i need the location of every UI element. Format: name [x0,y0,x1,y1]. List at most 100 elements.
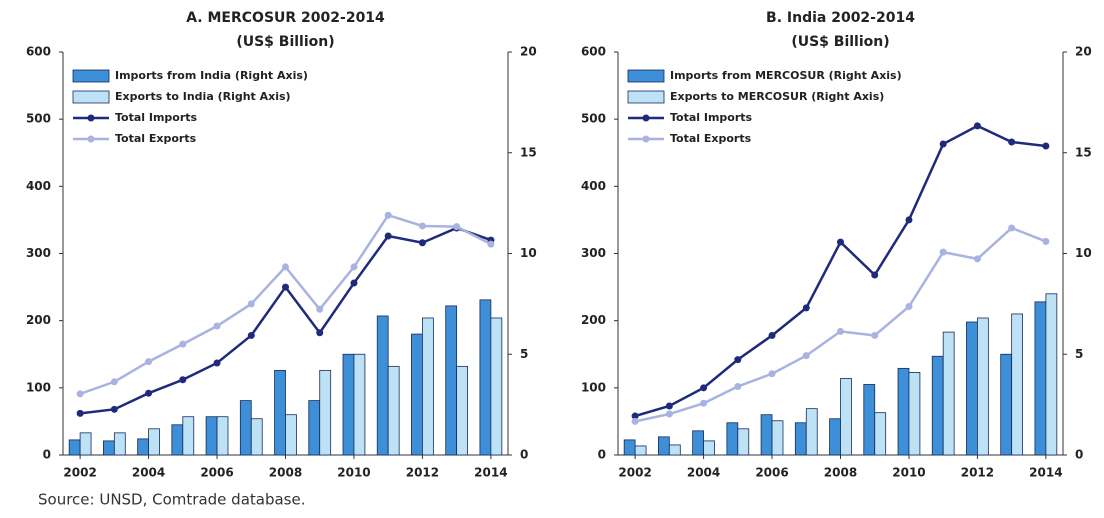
bar [68,439,81,456]
y-tick-label: 600 [26,45,51,59]
line-marker [939,140,947,148]
line-marker [734,356,742,364]
legend-label: Total Exports [115,132,197,145]
bar [182,416,195,456]
bar [239,400,252,456]
bar [897,367,910,456]
line-marker [1042,237,1050,245]
legend-swatch [72,90,110,104]
x-tick-label: 2002 [63,466,96,480]
line-marker [384,232,392,240]
line-marker [631,412,639,420]
line-marker [905,216,913,224]
line-marker [973,122,981,130]
line-marker [282,283,289,291]
bar [668,444,681,456]
bar [942,331,955,456]
line-marker [802,352,810,360]
x-tick-label: 2008 [269,466,302,480]
line-marker [247,300,255,308]
bar [171,424,184,456]
y-tick-label: 100 [581,380,606,394]
line-marker [768,370,776,378]
bar [771,420,784,456]
line-marker [145,358,153,366]
bar [319,369,332,456]
x-tick-label: 2014 [1029,466,1062,480]
legend-marker [87,114,95,122]
bar [216,416,229,456]
bar [490,317,503,456]
y-tick-label: 300 [581,246,606,260]
bar [79,432,92,456]
line-marker [700,384,708,392]
line-marker [350,263,358,271]
line-marker [700,399,708,407]
bar [623,439,636,456]
line-marker [1008,224,1016,232]
line-marker [418,222,426,230]
bar [805,408,818,456]
x-tick-label: 2004 [687,466,720,480]
bar [863,384,876,456]
y2-tick-label: 15 [520,145,537,159]
bar [205,416,218,456]
line-marker [665,410,673,418]
bar [411,333,423,456]
y-tick-label: 0 [598,448,606,462]
y-tick-label: 400 [581,179,606,193]
chart-subtitle: (US$ Billion) [791,34,889,50]
y-tick-label: 100 [26,380,51,394]
line-marker [837,238,844,246]
bar [422,317,434,456]
y2-tick-label: 20 [520,45,537,59]
line-marker [179,340,187,348]
bar [479,299,492,456]
line-marker [76,409,84,417]
y-tick-label: 300 [26,246,51,260]
line-marker [768,331,776,339]
y2-tick-label: 5 [520,347,528,361]
line-marker [837,327,844,335]
bar [726,422,739,456]
line-marker [110,405,118,413]
legend-label: Exports to India (Right Axis) [115,90,291,103]
y-tick-label: 200 [581,313,606,327]
line-marker [384,211,392,219]
bar [634,445,647,456]
legend-swatch [72,69,110,83]
bar [966,321,978,456]
bar [692,430,704,456]
y-tick-label: 500 [26,112,51,126]
bar [285,414,297,456]
bar [760,414,773,456]
x-tick-label: 2006 [200,466,233,480]
chart-title: B. India 2002-2014 [766,10,915,26]
line-marker [213,322,221,330]
line-marker [487,240,495,248]
line-marker [316,305,324,313]
legend-label: Imports from MERCOSUR (Right Axis) [670,69,902,82]
line-marker [350,279,358,287]
bar [908,371,921,456]
y-tick-label: 200 [26,313,51,327]
bar [456,365,469,456]
x-tick-label: 2008 [824,466,857,480]
legend-label: Exports to MERCOSUR (Right Axis) [670,90,884,103]
source: Source: UNSD, Comtrade database. [38,491,305,509]
line-marker [282,263,289,271]
bar [931,355,944,456]
y2-tick-label: 15 [1075,145,1092,159]
bar [703,440,715,456]
bar [250,418,263,456]
x-tick-label: 2012 [406,466,439,480]
line-marker [871,271,879,279]
y2-tick-label: 20 [1075,45,1092,59]
line-marker [247,331,255,339]
bar [148,428,160,456]
line-marker [1008,138,1016,146]
legend-marker [87,135,95,143]
bar [102,440,115,456]
y2-tick-label: 5 [1075,347,1083,361]
bar [840,378,852,456]
